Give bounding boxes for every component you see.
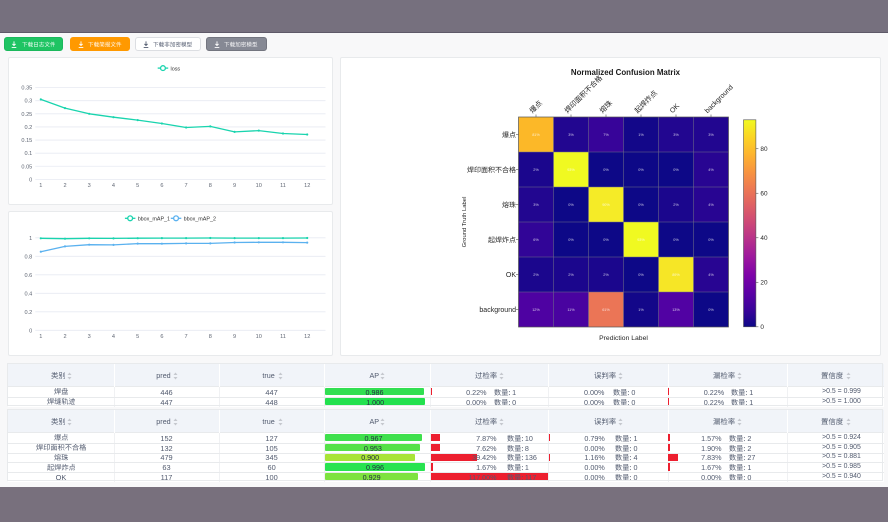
svg-text:0.1: 0.1 (25, 151, 33, 157)
svg-text:3: 3 (88, 183, 91, 189)
svg-text:7%: 7% (603, 133, 609, 137)
svg-text:11: 11 (280, 334, 286, 340)
svg-text:1: 1 (39, 334, 42, 340)
svg-text:4%: 4% (708, 203, 714, 207)
svg-text:80: 80 (760, 146, 768, 153)
svg-text:1%: 1% (638, 133, 644, 137)
svg-text:8: 8 (209, 183, 212, 189)
svg-text:OK: OK (505, 272, 515, 279)
svg-text:12%: 12% (532, 308, 540, 312)
svg-text:93%: 93% (567, 168, 575, 172)
svg-text:12: 12 (304, 334, 310, 340)
svg-text:3%: 3% (708, 133, 714, 137)
svg-text:0%: 0% (638, 273, 644, 277)
svg-text:Normalized Confusion Matrix: Normalized Confusion Matrix (570, 68, 680, 77)
svg-text:9: 9 (233, 334, 236, 340)
svg-text:0%: 0% (708, 308, 714, 312)
svg-text:2%: 2% (568, 273, 574, 277)
svg-text:0%: 0% (708, 238, 714, 242)
svg-text:0%: 0% (638, 203, 644, 207)
svg-text:0.25: 0.25 (21, 112, 32, 118)
svg-text:0%: 0% (673, 168, 679, 172)
svg-text:0.15: 0.15 (21, 138, 32, 144)
svg-text:89%: 89% (672, 273, 680, 277)
svg-text:0.3: 0.3 (25, 99, 33, 105)
svg-text:11: 11 (280, 183, 286, 189)
svg-text:0.4: 0.4 (25, 291, 33, 297)
svg-text:4: 4 (112, 183, 115, 189)
svg-text:0%: 0% (603, 168, 609, 172)
svg-text:0%: 0% (673, 238, 679, 242)
svg-text:5: 5 (136, 334, 139, 340)
svg-text:1%: 1% (638, 308, 644, 312)
svg-text:3: 3 (88, 334, 91, 340)
svg-text:0.2: 0.2 (25, 310, 33, 316)
svg-text:10: 10 (256, 183, 262, 189)
svg-text:bbox_mAP_1: bbox_mAP_1 (138, 217, 170, 223)
svg-text:0: 0 (760, 324, 764, 331)
svg-text:9: 9 (233, 183, 236, 189)
svg-text:1: 1 (39, 183, 42, 189)
svg-text:0%: 0% (568, 238, 574, 242)
svg-text:3%: 3% (568, 133, 574, 137)
svg-text:0: 0 (29, 328, 32, 334)
svg-text:0.2: 0.2 (25, 125, 33, 131)
svg-text:0.35: 0.35 (21, 86, 32, 92)
svg-text:OK: OK (668, 103, 680, 115)
svg-text:0.05: 0.05 (21, 164, 32, 170)
svg-text:20: 20 (760, 280, 768, 287)
svg-text:3%: 3% (673, 133, 679, 137)
svg-text:3%: 3% (533, 203, 539, 207)
svg-text:4%: 4% (708, 168, 714, 172)
svg-text:10: 10 (256, 334, 262, 340)
svg-text:81%: 81% (532, 133, 540, 137)
svg-text:6: 6 (160, 334, 163, 340)
svg-text:13%: 13% (672, 308, 680, 312)
svg-text:0%: 0% (603, 238, 609, 242)
svg-text:0: 0 (29, 177, 32, 183)
svg-text:1: 1 (29, 236, 32, 242)
svg-text:11%: 11% (567, 308, 575, 312)
svg-text:93%: 93% (637, 238, 645, 242)
svg-text:bbox_mAP_2: bbox_mAP_2 (184, 217, 216, 223)
svg-text:2%: 2% (533, 273, 539, 277)
svg-text:2%: 2% (673, 203, 679, 207)
svg-text:60: 60 (760, 191, 768, 198)
svg-text:4: 4 (112, 334, 115, 340)
svg-text:7: 7 (185, 183, 188, 189)
svg-text:6: 6 (160, 183, 163, 189)
svg-text:0.6: 0.6 (25, 273, 33, 279)
svg-text:2%: 2% (603, 273, 609, 277)
svg-text:background: background (479, 307, 516, 314)
svg-text:8: 8 (209, 334, 212, 340)
svg-text:90%: 90% (602, 203, 610, 207)
svg-text:5: 5 (136, 183, 139, 189)
svg-text:2%: 2% (533, 168, 539, 172)
svg-text:6%: 6% (533, 238, 539, 242)
svg-text:4%: 4% (708, 273, 714, 277)
svg-text:0.8: 0.8 (25, 254, 33, 260)
svg-text:7: 7 (185, 334, 188, 340)
svg-text:Ground Truth Label: Ground Truth Label (462, 197, 468, 248)
svg-text:2: 2 (63, 183, 66, 189)
svg-text:2: 2 (63, 334, 66, 340)
svg-text:Prediction Label: Prediction Label (599, 335, 648, 342)
svg-text:0%: 0% (568, 203, 574, 207)
svg-text:12: 12 (304, 183, 310, 189)
svg-text:61%: 61% (602, 308, 610, 312)
svg-text:40: 40 (760, 235, 768, 242)
svg-text:loss: loss (171, 66, 181, 72)
svg-text:background: background (703, 84, 734, 115)
svg-text:0%: 0% (638, 168, 644, 172)
